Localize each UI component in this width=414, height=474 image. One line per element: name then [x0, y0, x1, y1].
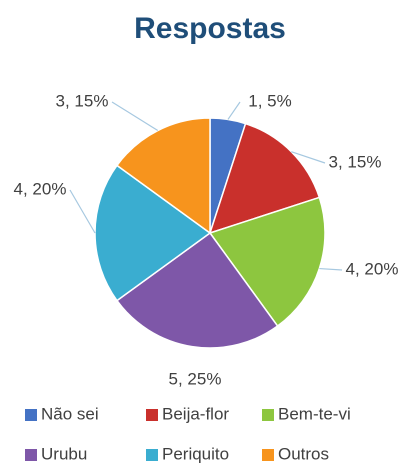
leader-line [291, 151, 326, 164]
legend-label: Urubu [41, 444, 87, 463]
legend-label: Outros [278, 444, 329, 463]
legend-label: Periquito [162, 444, 229, 463]
pie-slice [115, 117, 211, 235]
pie-slice [94, 164, 212, 302]
data-label: 4, 20% [14, 179, 67, 198]
data-label: 3, 15% [56, 91, 109, 110]
legend-swatch [25, 449, 37, 461]
data-label: 4, 20% [346, 259, 399, 278]
data-label: 5, 25% [169, 369, 222, 388]
chart-title: Respostas [134, 12, 286, 45]
legend-label: Bem-te-vi [278, 404, 351, 423]
data-label: 1, 5% [248, 91, 291, 110]
pie-slice [208, 196, 326, 328]
legend-label: Beija-flor [162, 404, 229, 423]
legend-swatch [146, 409, 158, 421]
leader-line [319, 267, 343, 271]
leader-line [111, 101, 159, 132]
pie-slice [115, 231, 279, 349]
legend-swatch [25, 409, 37, 421]
legend-swatch [262, 449, 274, 461]
leader-line [227, 101, 241, 120]
data-label: 3, 15% [329, 152, 382, 171]
legend-label: Não sei [41, 404, 99, 423]
leader-line [69, 189, 96, 234]
legend-swatch [146, 449, 158, 461]
legend-swatch [262, 409, 274, 421]
